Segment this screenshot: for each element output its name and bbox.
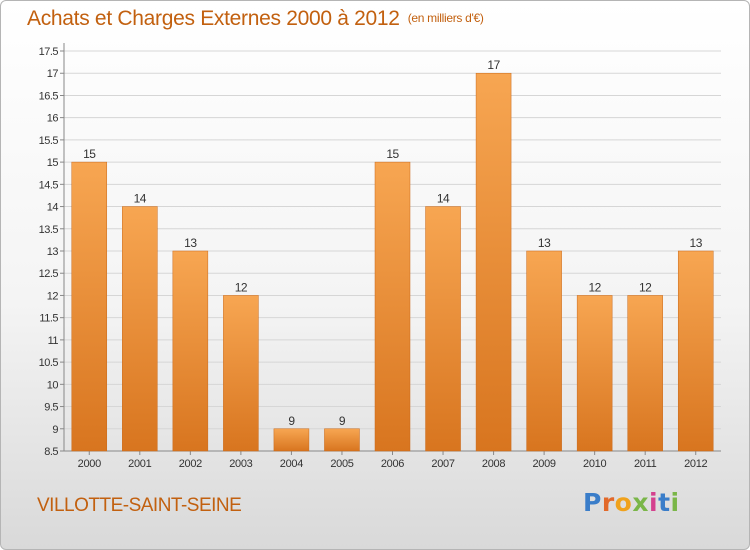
bar <box>425 206 461 452</box>
title-text: Achats et Charges Externes 2000 à 2012 <box>27 7 400 30</box>
data-label: 12 <box>235 280 248 294</box>
bar <box>576 295 613 452</box>
x-tick-label: 2007 <box>431 458 454 470</box>
bar <box>324 428 360 452</box>
data-label: 9 <box>339 414 346 428</box>
y-tick-label: 13.5 <box>39 224 59 236</box>
x-tick-label: 2000 <box>78 458 101 470</box>
bars <box>71 72 714 452</box>
x-tick-label: 2012 <box>684 458 707 470</box>
chart-subtitle: (en milliers d'€) <box>407 11 484 25</box>
bar <box>223 295 259 452</box>
bar <box>374 161 411 452</box>
commune-name: VILLOTTE-SAINT-SEINE <box>37 495 242 516</box>
y-tick-label: 16 <box>47 113 59 125</box>
x-tick-label: 2010 <box>583 458 606 470</box>
bar <box>475 72 512 452</box>
data-label: 14 <box>134 192 147 206</box>
proxiti-logo: Proxiti <box>583 488 680 517</box>
bar <box>273 428 310 452</box>
x-tick-label: 2001 <box>128 458 151 470</box>
axes: 8.599.51010.51111.51212.51313.51414.5151… <box>39 43 721 470</box>
y-tick-label: 14 <box>47 202 59 214</box>
y-tick-label: 16.5 <box>39 90 59 102</box>
chart-title: Achats et Charges Externes 2000 à 2012 (e… <box>27 7 484 31</box>
y-tick-label: 8.5 <box>44 446 58 458</box>
data-label: 13 <box>184 236 197 250</box>
data-label: 12 <box>639 280 652 294</box>
y-tick-label: 9.5 <box>44 402 58 414</box>
y-tick-label: 12.5 <box>39 268 59 280</box>
data-labels: 15 14 13 12 9 9 15 14 17 13 12 12 13 <box>83 58 703 428</box>
y-tick-label: 15.5 <box>39 135 59 147</box>
y-tick-label: 14.5 <box>39 179 59 191</box>
bar <box>677 250 714 452</box>
data-label: 13 <box>538 236 551 250</box>
y-tick-label: 11.5 <box>39 313 58 325</box>
data-label: 13 <box>690 236 703 250</box>
data-label: 14 <box>437 192 450 206</box>
bar <box>172 250 209 452</box>
x-tick-label: 2003 <box>229 458 252 470</box>
x-tick-label: 2002 <box>179 458 202 470</box>
y-tick-label: 10 <box>47 379 59 391</box>
bar <box>526 250 562 452</box>
y-tick-label: 15 <box>47 157 59 169</box>
x-tick-label: 2006 <box>381 458 404 470</box>
x-tick-label: 2009 <box>532 458 555 470</box>
x-tick-label: 2011 <box>634 458 657 470</box>
y-tick-label: 12 <box>47 290 59 302</box>
y-tick-label: 11 <box>48 335 59 347</box>
y-tick-label: 17.5 <box>39 46 59 58</box>
bar <box>71 161 108 452</box>
y-tick-label: 9 <box>52 424 58 436</box>
data-label: 15 <box>386 147 399 161</box>
data-label: 15 <box>83 147 96 161</box>
data-label: 17 <box>487 58 500 72</box>
bar <box>627 295 663 452</box>
data-label: 12 <box>588 280 601 294</box>
x-tick-label: 2004 <box>280 458 303 470</box>
y-tick-label: 13 <box>47 246 59 258</box>
y-tick-label: 10.5 <box>39 357 59 369</box>
data-label: 9 <box>288 414 295 428</box>
x-tick-label: 2005 <box>330 458 353 470</box>
x-tick-label: 2008 <box>482 458 505 470</box>
y-tick-label: 17 <box>47 68 59 80</box>
bar <box>122 206 158 452</box>
